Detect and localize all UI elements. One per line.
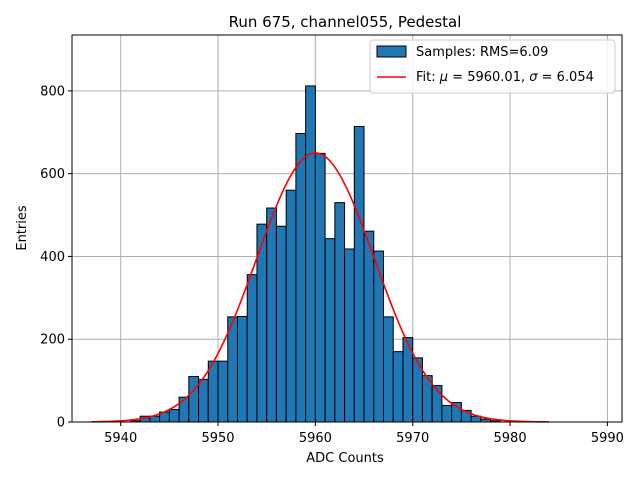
histogram-bar <box>373 250 385 423</box>
y-tick-label: 200 <box>40 333 65 348</box>
y-tick-label: 600 <box>40 167 65 182</box>
x-tick-label: 5940 <box>104 431 137 446</box>
histogram-bar <box>217 360 229 423</box>
histogram-bar <box>236 315 248 423</box>
histogram-bar <box>188 375 200 423</box>
legend-histogram-swatch <box>376 45 407 58</box>
x-axis-title: ADC Counts <box>306 451 384 466</box>
y-tick-label: 400 <box>40 250 65 265</box>
histogram-bar <box>363 230 375 423</box>
histogram-bar <box>314 152 326 423</box>
histogram-bar <box>383 316 394 423</box>
y-tick-label: 0 <box>57 416 65 431</box>
histogram-bar <box>451 402 462 423</box>
histogram-bar <box>168 409 180 423</box>
x-axis-ticks: 5940 5950 5960 5970 5980 5990 <box>104 422 624 446</box>
x-tick-label: 5980 <box>494 431 527 446</box>
histogram-bar <box>275 225 287 423</box>
x-tick-label: 5990 <box>591 431 624 446</box>
chart-title: Run 675, channel055, Pedestal <box>229 13 462 31</box>
histogram-bar <box>353 125 365 423</box>
histogram-bar <box>305 85 316 423</box>
plot-frame <box>71 34 623 423</box>
histogram-bar <box>334 202 346 423</box>
y-axis-ticks: 0 200 400 600 800 <box>40 84 72 431</box>
histogram-bar <box>344 248 355 423</box>
legend-histogram-label: Samples: RMS=6.09 <box>416 45 548 60</box>
histogram-bar <box>295 133 307 423</box>
x-tick-label: 5960 <box>299 431 332 446</box>
histogram-bar <box>198 378 209 423</box>
histogram-bars <box>129 85 501 423</box>
histogram-bar <box>392 351 404 423</box>
legend: Samples: RMS=6.09 Fit: μ = 5960.01, σ = … <box>369 39 616 94</box>
histogram-bar <box>207 360 219 423</box>
y-tick-label: 800 <box>40 84 65 99</box>
histogram-bar <box>227 316 238 423</box>
x-tick-label: 5950 <box>201 431 234 446</box>
legend-box <box>369 39 616 94</box>
fit-curve <box>91 152 549 423</box>
histogram-bar <box>178 396 190 423</box>
x-tick-label: 5970 <box>396 431 429 446</box>
histogram-bar <box>324 238 336 423</box>
histogram-bar <box>266 207 277 423</box>
histogram-bar <box>285 189 297 423</box>
histogram-bar <box>246 274 258 423</box>
legend-fit-label: Fit: μ = 5960.01, σ = 6.054 <box>416 70 594 85</box>
histogram-bar <box>441 404 453 423</box>
y-axis-title: Entries <box>15 205 30 251</box>
